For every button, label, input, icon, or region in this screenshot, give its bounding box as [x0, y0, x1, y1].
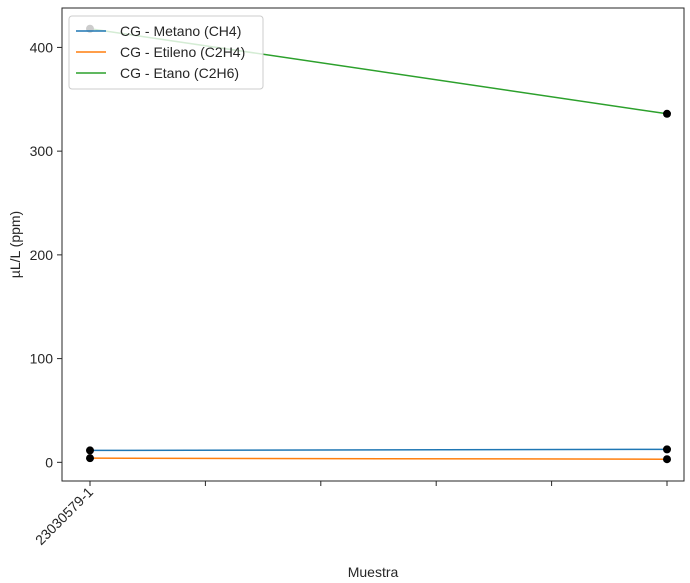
- x-axis-title: Muestra: [348, 564, 399, 580]
- y-tick-label: 200: [30, 247, 54, 263]
- legend-box: [68, 15, 264, 90]
- x-axis: 23030579-1: [32, 481, 668, 548]
- data-point: [86, 446, 94, 455]
- legend-label: CG - Etano (C2H6): [120, 65, 239, 81]
- data-point: [663, 109, 671, 118]
- series-line: [89, 448, 668, 452]
- y-tick-label: 100: [30, 351, 54, 367]
- y-axis-title: µL/L (ppm): [7, 211, 23, 278]
- data-point: [86, 454, 94, 463]
- legend: CG - Metano (CH4) CG - Etileno (C2H4) CG -…: [68, 15, 264, 90]
- series-line: [89, 457, 668, 460]
- y-tick-label: 0: [45, 454, 53, 470]
- y-tick-label: 300: [30, 143, 54, 159]
- legend-label: CG - Etileno (C2H4): [120, 44, 245, 60]
- y-tick-label: 400: [30, 39, 54, 55]
- x-tick-label: 23030579-1: [32, 484, 96, 548]
- data-point: [663, 445, 671, 454]
- legend-label: CG - Metano (CH4): [120, 23, 241, 39]
- data-point: [663, 455, 671, 464]
- series-layer: [86, 24, 671, 464]
- plot-frame: [61, 7, 685, 482]
- y-axis: 0 100 200 300 400: [30, 39, 62, 470]
